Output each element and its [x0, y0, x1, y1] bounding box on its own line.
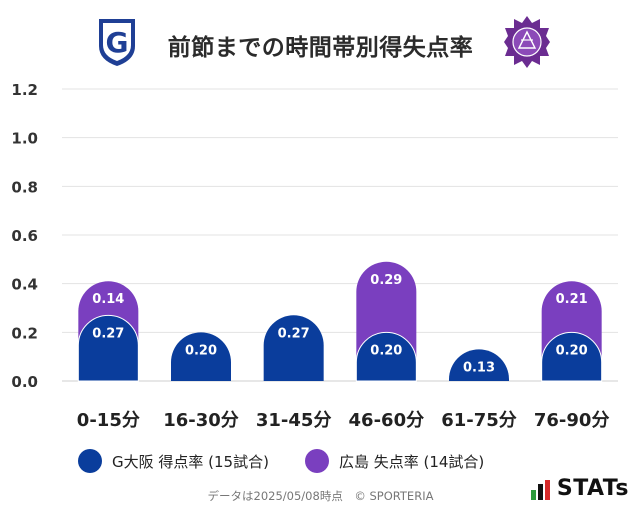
- x-tick-label: 0-15分: [77, 410, 140, 431]
- legend-item-hiroshima: 広島 失点率 (14試合): [304, 449, 485, 473]
- bar-gamba: [77, 314, 139, 382]
- y-tick-label: 1.2: [11, 81, 38, 99]
- bar-gamba: [449, 349, 509, 381]
- bar-gamba: [355, 331, 417, 382]
- data-labels: 0.27 0.14 0.20 0.27 0.20 0.29 0.13 0.20 0.21: [92, 273, 587, 376]
- sanfrecce-hiroshima-emblem-icon: [504, 16, 550, 68]
- stats-brand-text: STATs: [556, 476, 629, 501]
- bar-chart: 0.00.20.40.60.81.01.2 0.270.140.200.270.…: [11, 81, 618, 431]
- legend-swatch-hiroshima: [304, 449, 329, 473]
- data-label-gamba: 0.27: [92, 326, 124, 341]
- y-tick-label: 0.8: [11, 178, 38, 196]
- x-tick-label: 61-75分: [441, 410, 517, 431]
- gamba-osaka-emblem-icon: G: [99, 19, 135, 66]
- bar-gamba: [171, 332, 232, 381]
- legend-label-hiroshima: 広島 失点率 (14試合): [338, 452, 485, 471]
- x-tick-label: 46-60分: [349, 410, 425, 431]
- x-tick-label: 76-90分: [534, 410, 610, 431]
- y-tick-label: 0.4: [11, 276, 38, 294]
- footer-note: データは2025/05/08時点 © SPORTERIA: [207, 489, 434, 503]
- data-label-hiroshima: 0.29: [370, 273, 402, 288]
- x-axis-ticks: 0-15分 16-30分 31-45分 46-60分 61-75分 76-90分: [77, 410, 610, 431]
- chart-header: G 前節までの時間帯別得失点率: [0, 14, 641, 70]
- bar-gamba: [541, 331, 603, 382]
- stats-brand: STATs: [530, 476, 629, 501]
- y-tick-label: 0.0: [11, 373, 38, 391]
- legend: G大阪 得点率 (15試合) 広島 失点率 (14試合): [78, 448, 520, 474]
- data-label-gamba: 0.20: [185, 343, 217, 358]
- data-label-gamba: 0.13: [463, 360, 495, 375]
- bar-gamba: [263, 315, 324, 381]
- y-tick-label: 1.0: [11, 130, 38, 148]
- data-label-gamba: 0.20: [370, 343, 402, 358]
- stats-logo-icon: [530, 480, 550, 500]
- legend-item-gamba: G大阪 得点率 (15試合): [78, 449, 269, 473]
- legend-label-gamba: G大阪 得点率 (15試合): [112, 452, 269, 471]
- grid-layer: [62, 88, 618, 382]
- x-tick-label: 31-45分: [256, 410, 332, 431]
- data-label-gamba: 0.20: [556, 343, 588, 358]
- legend-swatch-gamba: [78, 449, 102, 473]
- y-tick-label: 0.2: [11, 324, 38, 342]
- bars: [77, 261, 603, 382]
- x-tick-label: 16-30分: [163, 410, 239, 431]
- y-axis-ticks: 0.0 0.2 0.4 0.6 0.8 1.0 1.2: [11, 81, 38, 391]
- chart-title: 前節までの時間帯別得失点率: [167, 35, 474, 61]
- emblem-letter: G: [106, 26, 129, 59]
- data-label-hiroshima: 0.14: [92, 292, 124, 307]
- y-tick-label: 0.6: [11, 227, 38, 245]
- data-label-gamba: 0.27: [278, 326, 310, 341]
- data-label-hiroshima: 0.21: [556, 292, 588, 307]
